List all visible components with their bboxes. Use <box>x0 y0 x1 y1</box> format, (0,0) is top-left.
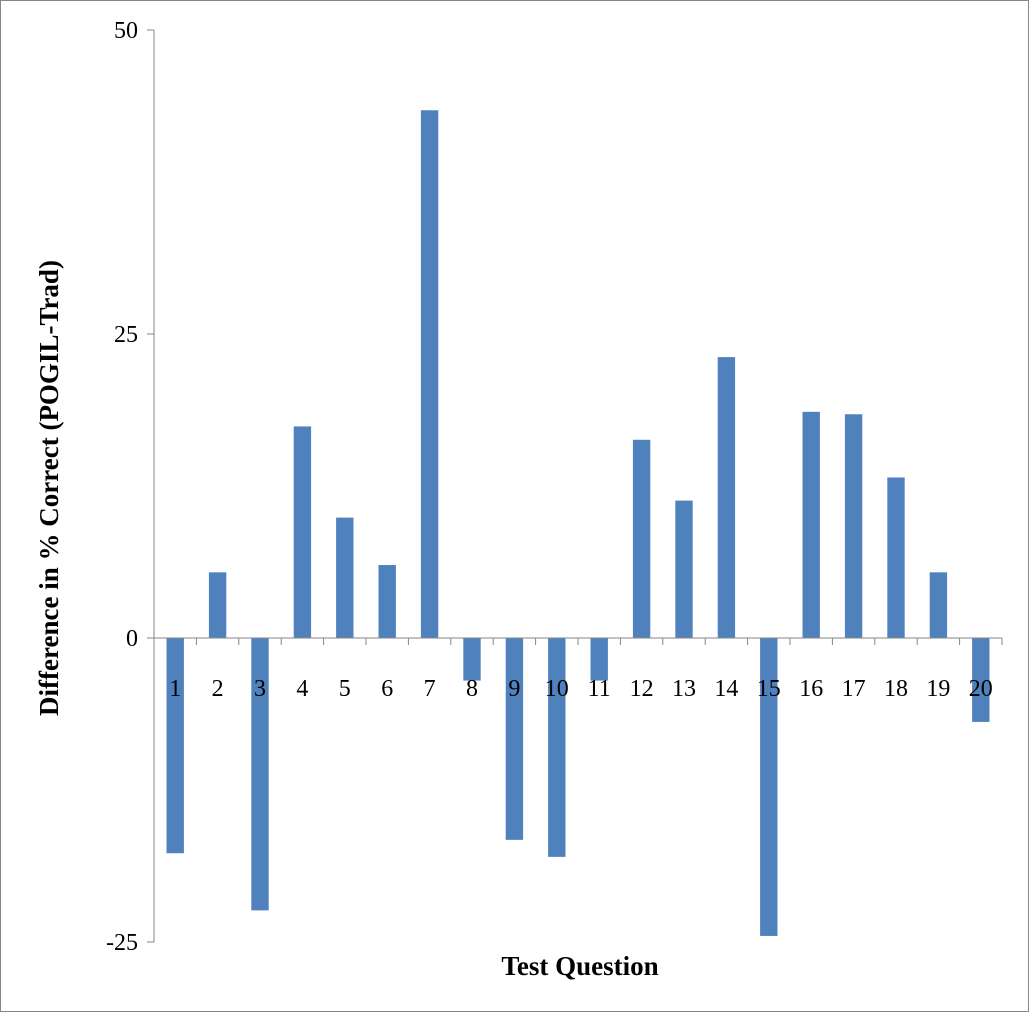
x-tick-label: 4 <box>296 676 308 702</box>
x-tick-label: 20 <box>969 676 993 702</box>
bar-question-20 <box>972 638 990 722</box>
bar-question-9 <box>505 638 524 840</box>
x-tick-label: 7 <box>424 676 436 702</box>
bar-question-8 <box>463 638 481 681</box>
x-tick-label: 13 <box>672 676 696 702</box>
bar-question-14 <box>717 357 736 638</box>
bar-question-16 <box>802 411 820 638</box>
bar-question-15 <box>760 638 778 936</box>
bar-question-10 <box>548 638 566 857</box>
y-tick-label: -25 <box>106 930 138 956</box>
x-tick-label: 8 <box>466 676 478 702</box>
x-tick-label: 1 <box>169 676 181 702</box>
x-tick-label: 11 <box>588 676 611 702</box>
x-tick-label: 5 <box>339 676 351 702</box>
x-tick-label: 15 <box>757 676 781 702</box>
bar-question-11 <box>590 638 608 681</box>
y-axis: -25 0 25 50 <box>106 18 155 956</box>
y-tick-label: 50 <box>114 18 138 44</box>
y-tick-label: 25 <box>114 322 138 348</box>
bar-question-18 <box>887 477 905 638</box>
x-tick-label: 3 <box>254 676 266 702</box>
x-axis: 1 2 3 4 5 6 7 8 9 10 11 12 13 14 15 16 17 18 19 20 <box>153 637 1003 702</box>
bar-question-3 <box>251 638 269 911</box>
bars <box>166 110 990 936</box>
x-axis-title: Test Question <box>501 951 658 981</box>
x-tick-label: 19 <box>926 676 950 702</box>
bar-question-19 <box>929 572 948 638</box>
x-tick-label: 12 <box>630 676 654 702</box>
x-tick-label: 9 <box>508 676 520 702</box>
y-axis-title: Difference in % Correct (POGIL-Trad) <box>34 260 64 716</box>
bar-question-1 <box>166 638 184 854</box>
bar-question-13 <box>675 500 693 638</box>
bar-question-5 <box>336 517 354 638</box>
bar-question-12 <box>632 439 651 638</box>
x-tick-label: 16 <box>799 676 823 702</box>
x-tick-label: 6 <box>381 676 393 702</box>
y-tick-label: 0 <box>126 626 138 652</box>
x-tick-label: 18 <box>884 676 908 702</box>
bar-question-4 <box>293 426 312 638</box>
x-tick-label: 17 <box>842 676 866 702</box>
bar-question-2 <box>208 572 227 638</box>
x-tick-label: 10 <box>545 676 569 702</box>
bar-question-7 <box>420 110 439 639</box>
x-tick-label: 2 <box>212 676 224 702</box>
x-tick-label: 14 <box>714 676 738 702</box>
bar-question-6 <box>378 565 396 638</box>
bar-question-17 <box>844 414 863 638</box>
